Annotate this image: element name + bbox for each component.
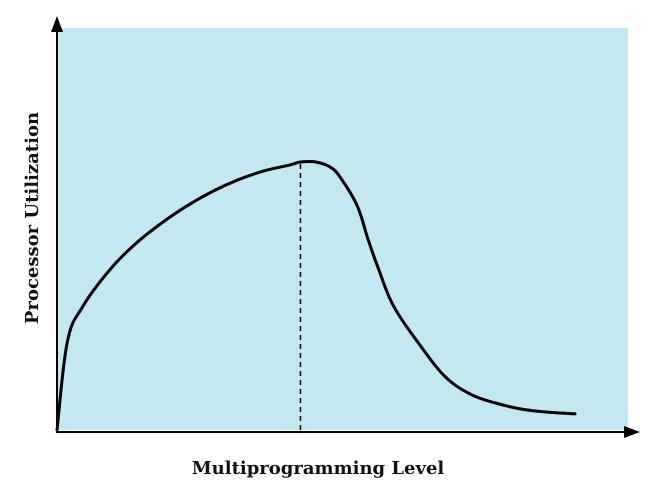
x-axis-label: Multiprogramming Level [192,458,445,479]
y-axis-label: Processor Utilization [22,112,43,324]
plot-area [57,28,628,430]
x-axis-arrowhead [624,426,640,438]
y-axis-arrowhead [51,16,63,32]
